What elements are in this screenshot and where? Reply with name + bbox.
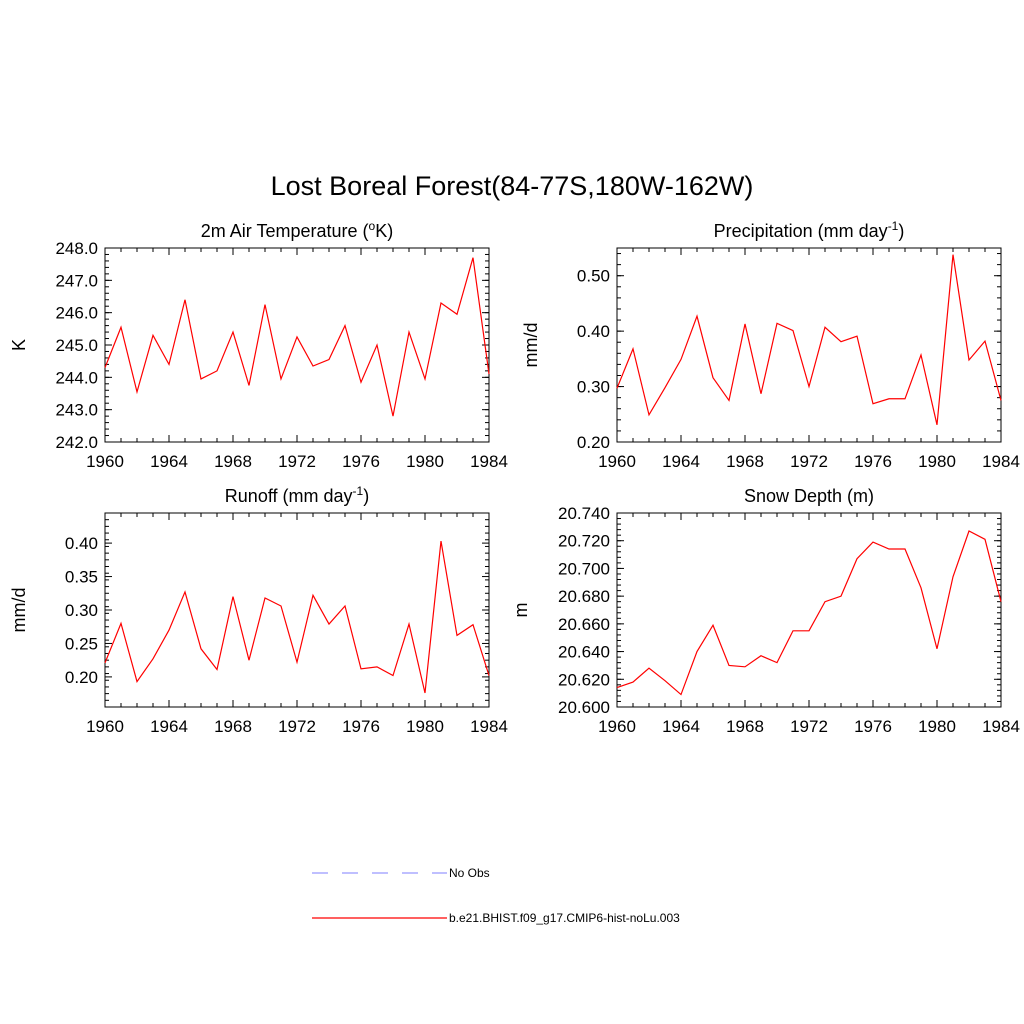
- x-tick-label: 1960: [86, 717, 124, 736]
- y-axis-label: K: [9, 339, 29, 351]
- series-line-1: [616, 254, 1002, 425]
- y-tick-label: 20.620: [558, 670, 610, 689]
- panel-2: Precipitation (mm day-1) mm/d 1960 1964 1968…: [521, 219, 1020, 471]
- y-tick-label: 243.0: [55, 401, 98, 420]
- panel-3: Runoff (mm day-1) mm/d 1960 1964 1968 1972 197…: [9, 484, 508, 736]
- y-axis-label: m: [511, 603, 531, 618]
- y-tick-label: 20.700: [558, 559, 610, 578]
- y-tick-label: 247.0: [55, 271, 98, 290]
- x-tick-label: 1964: [662, 717, 700, 736]
- x-tick-label: 1968: [726, 452, 764, 471]
- x-tick-label: 1972: [790, 452, 828, 471]
- y-tick-label: 0.35: [65, 568, 98, 587]
- x-tick-label: 1976: [854, 452, 892, 471]
- panels: 2m Air Temperature (oK) K 1960 1964 1968 1972…: [9, 219, 1020, 736]
- x-tick-label: 1984: [982, 452, 1020, 471]
- x-tick-label: 1980: [406, 717, 444, 736]
- y-tick-label: 20.680: [558, 587, 610, 606]
- x-tick-label: 1980: [918, 452, 956, 471]
- y-tick-label: 0.20: [65, 668, 98, 687]
- y-tick-label: 20.740: [558, 504, 610, 523]
- y-axis-label: mm/d: [521, 323, 541, 368]
- panel-title: Runoff (mm day-1): [225, 484, 369, 506]
- x-tick-label: 1968: [726, 717, 764, 736]
- legend-entry-2: b.e21.BHIST.f09_g17.CMIP6-hist-noLu.003: [312, 911, 680, 925]
- x-tick-label: 1964: [662, 452, 700, 471]
- series-line-1: [104, 257, 490, 417]
- x-tick-label: 1980: [918, 717, 956, 736]
- x-tick-label: 1972: [278, 452, 316, 471]
- x-tick-label: 1972: [790, 717, 828, 736]
- x-tick-label: 1960: [598, 717, 636, 736]
- y-tick-label: 242.0: [55, 433, 98, 452]
- y-tick-label: 20.660: [558, 615, 610, 634]
- y-tick-label: 0.50: [577, 267, 610, 286]
- x-tick-label: 1960: [86, 452, 124, 471]
- y-tick-label: 244.0: [55, 368, 98, 387]
- panel-1: 2m Air Temperature (oK) K 1960 1964 1968 1972…: [9, 219, 508, 471]
- panel-title: Precipitation (mm day-1): [714, 219, 905, 241]
- x-tick-label: 1984: [470, 452, 508, 471]
- y-tick-label: 0.30: [65, 601, 98, 620]
- series-line-1: [616, 530, 1002, 696]
- y-tick-label: 20.600: [558, 698, 610, 717]
- y-tick-label: 20.640: [558, 643, 610, 662]
- y-tick-label: 0.25: [65, 634, 98, 653]
- y-tick-label: 245.0: [55, 336, 98, 355]
- y-axis-label: mm/d: [9, 588, 29, 633]
- legend: No Obs b.e21.BHIST.f09_g17.CMIP6-hist-noL…: [312, 866, 680, 925]
- figure-title: Lost Boreal Forest(84-77S,180W-162W): [271, 171, 754, 201]
- panel-title: Snow Depth (m): [744, 486, 874, 506]
- x-tick-label: 1964: [150, 717, 188, 736]
- x-tick-label: 1984: [982, 717, 1020, 736]
- x-tick-label: 1968: [214, 717, 252, 736]
- x-tick-label: 1964: [150, 452, 188, 471]
- panel-title: 2m Air Temperature (oK): [201, 219, 393, 241]
- x-tick-label: 1980: [406, 452, 444, 471]
- y-tick-label: 0.30: [577, 378, 610, 397]
- x-tick-label: 1960: [598, 452, 636, 471]
- x-tick-label: 1972: [278, 717, 316, 736]
- legend-entry-1: No Obs: [312, 866, 490, 880]
- x-tick-label: 1976: [342, 452, 380, 471]
- x-tick-label: 1976: [854, 717, 892, 736]
- x-tick-label: 1968: [214, 452, 252, 471]
- y-tick-label: 246.0: [55, 304, 98, 323]
- y-tick-label: 248.0: [55, 239, 98, 258]
- series-line-1: [104, 540, 490, 694]
- y-tick-label: 0.40: [577, 322, 610, 341]
- legend-label: b.e21.BHIST.f09_g17.CMIP6-hist-noLu.003: [449, 911, 680, 925]
- y-tick-label: 0.20: [577, 433, 610, 452]
- x-tick-label: 1984: [470, 717, 508, 736]
- x-tick-label: 1976: [342, 717, 380, 736]
- panel-4: Snow Depth (m) m 1960 1964 1968 1972 1976 1980 1…: [511, 486, 1020, 736]
- legend-label: No Obs: [449, 866, 490, 880]
- y-tick-label: 0.40: [65, 534, 98, 553]
- y-tick-label: 20.720: [558, 532, 610, 551]
